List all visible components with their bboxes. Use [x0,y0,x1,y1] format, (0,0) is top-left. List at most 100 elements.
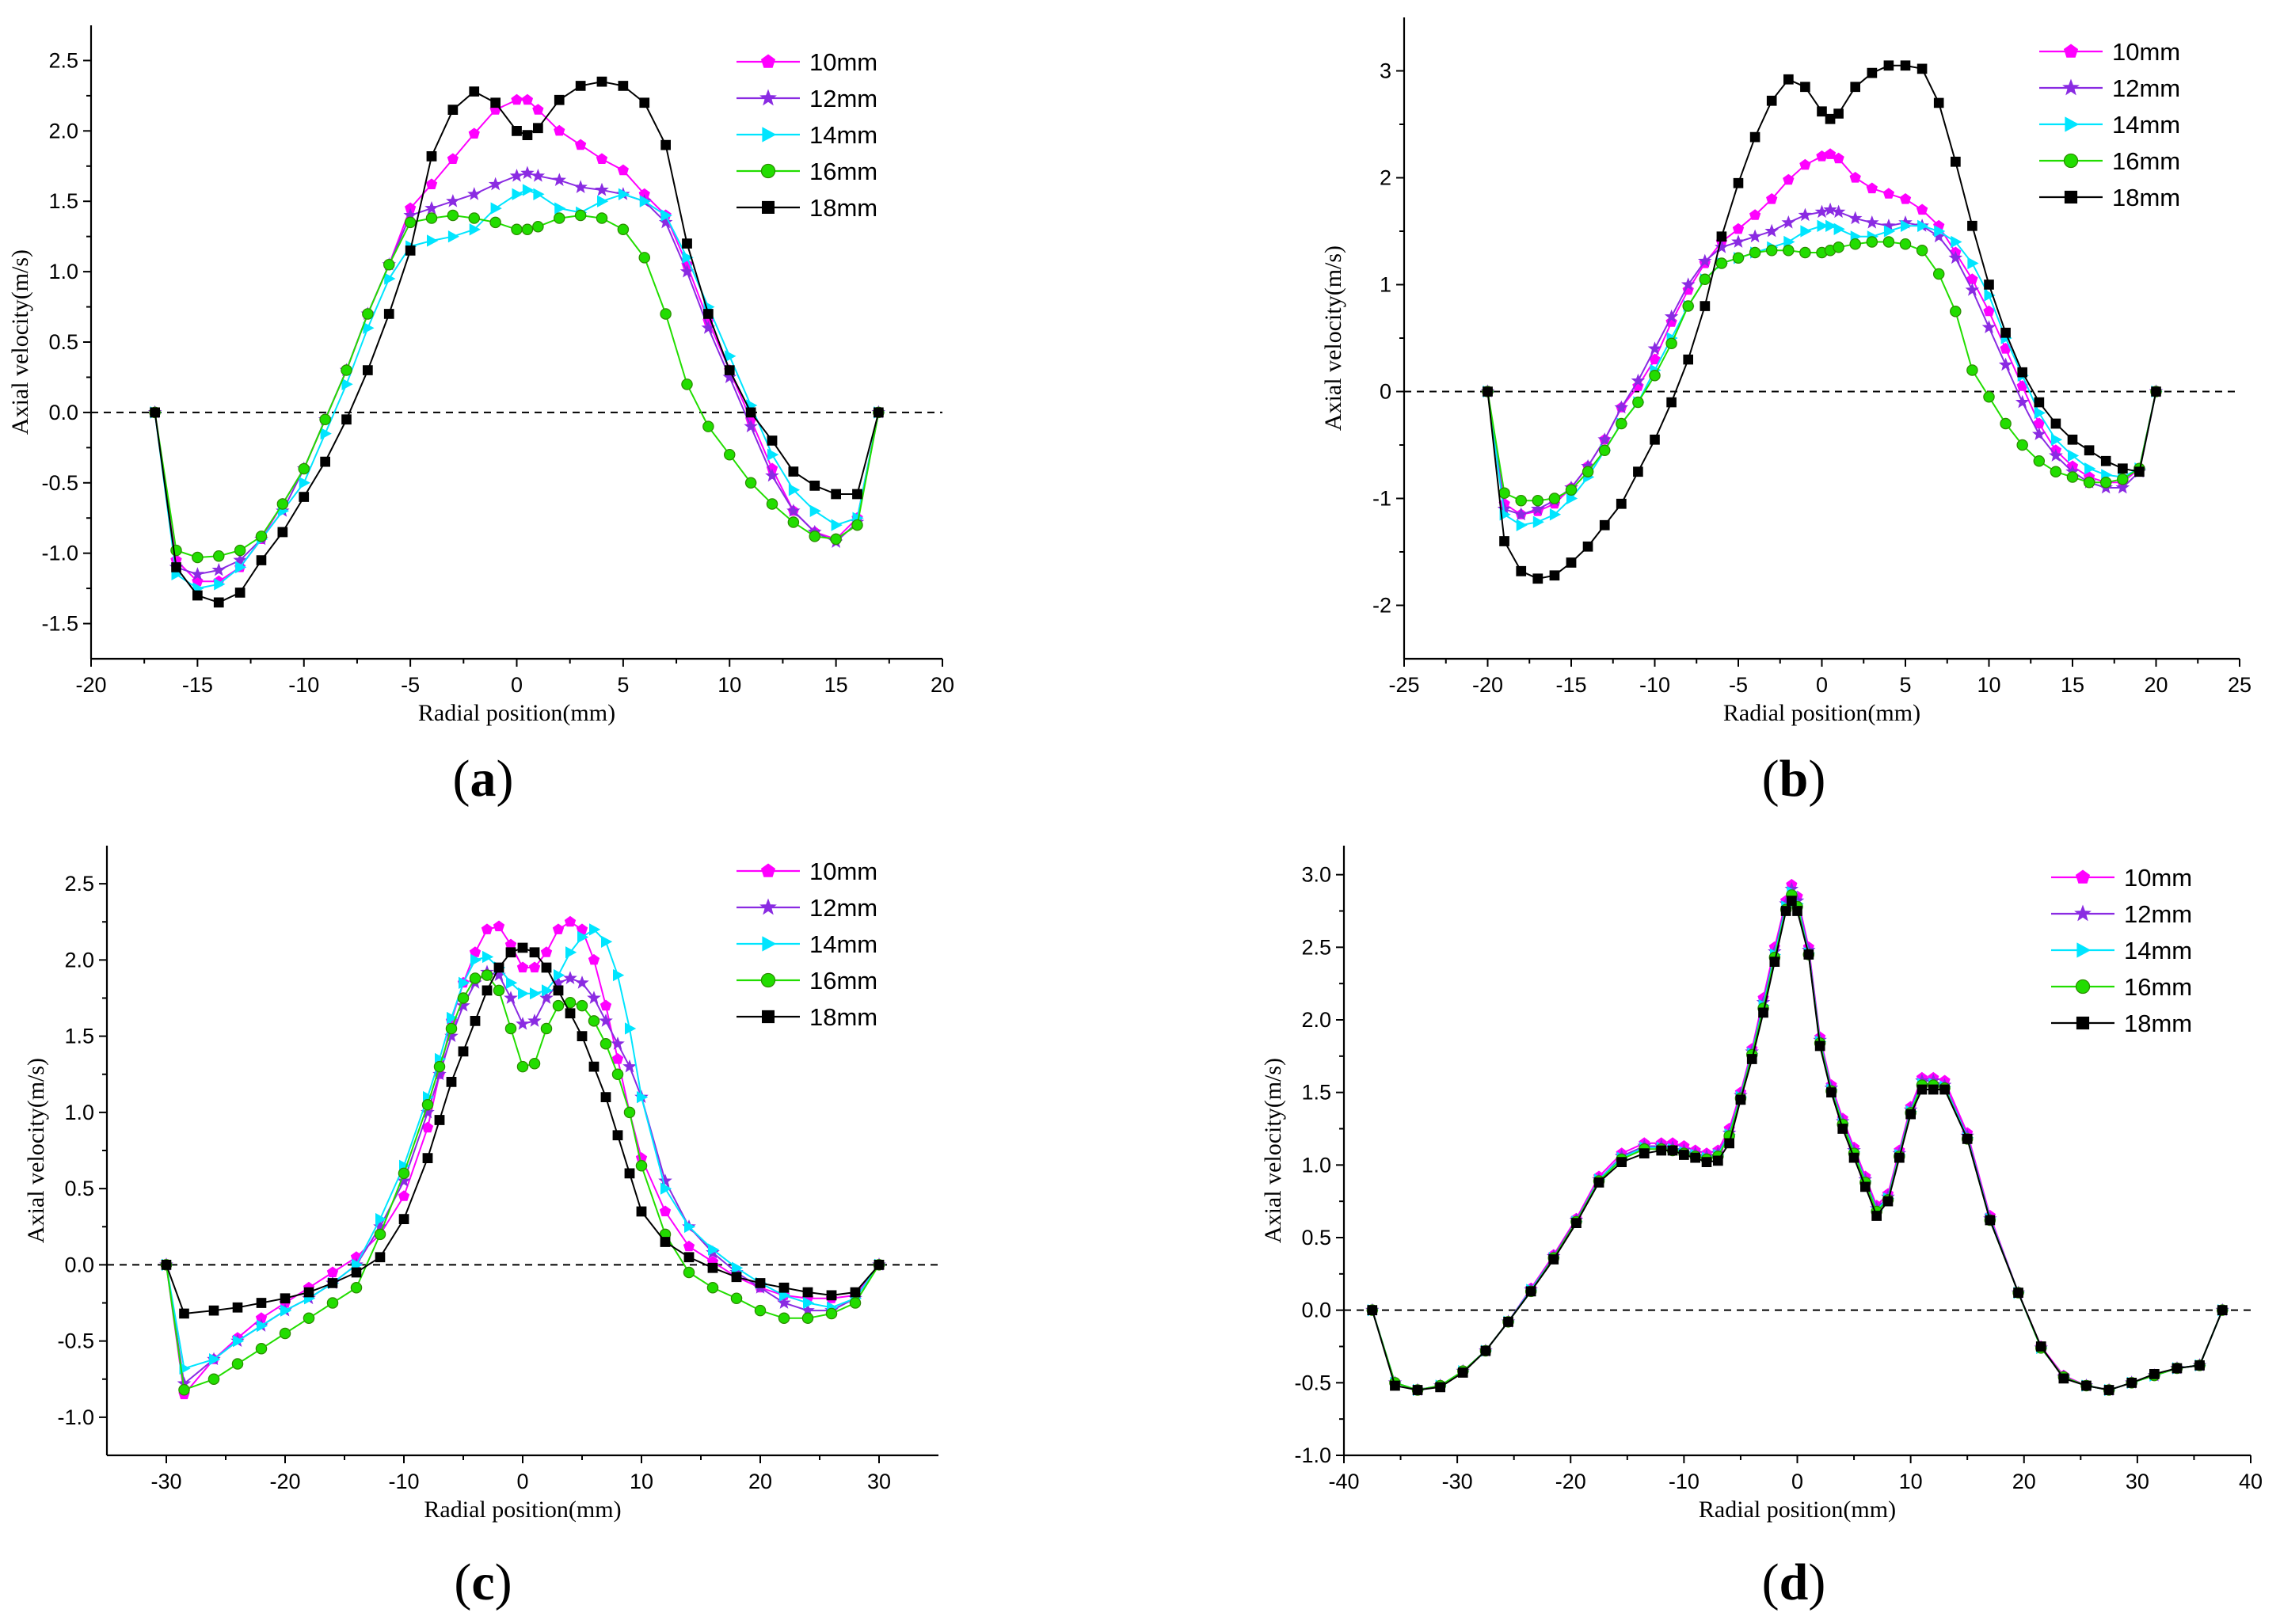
data-point [554,94,565,105]
data-point [516,1017,530,1030]
data-point [1833,222,1845,235]
data-point [1866,182,1878,194]
x-tick-label: 15 [2061,673,2084,697]
y-tick-label: 0.5 [64,1177,94,1200]
data-point [1916,203,1928,215]
data-point [1616,498,1627,509]
y-tick-label: -0.5 [41,471,78,495]
data-point [1549,570,1560,581]
data-point [1732,252,1745,264]
y-tick-label: 0.0 [64,1253,94,1276]
data-point [405,245,416,256]
data-point [179,1308,189,1319]
data-point [505,947,516,958]
data-point [589,923,601,936]
data-point [489,216,501,229]
data-point [552,999,565,1012]
data-point [506,976,518,989]
data-point [214,578,226,591]
series-16mm [1482,236,2162,507]
data-point [447,1011,459,1025]
data-point [542,984,554,997]
data-point [1513,507,1528,521]
data-point [1916,1084,1928,1095]
data-point [468,212,480,224]
data-point [683,1252,695,1263]
y-tick-label: -1 [1372,487,1391,511]
data-point [493,920,505,932]
y-tick-label: 3.0 [1301,863,1331,887]
y-tick-label: 1.0 [48,260,78,283]
data-point [469,972,482,984]
data-point [398,1167,410,1180]
data-point [1871,1211,1882,1221]
data-point [298,462,310,475]
panel-letter: a [470,750,497,808]
data-point [255,1342,268,1355]
data-point [2084,462,2096,475]
data-point [383,309,394,319]
data-point [2050,466,2062,477]
panel-label-close: ) [1808,1554,1825,1611]
data-point [639,97,650,108]
data-point [532,220,544,233]
y-axis-title: Axial velocity(m/s) [1260,1058,1286,1243]
data-point [469,86,480,97]
data-point [1934,225,1946,238]
data-point [1649,370,1661,382]
data-point [618,81,629,91]
series-18mm [161,942,885,1319]
y-tick-label: 0.5 [48,330,78,354]
data-point [1701,1157,1712,1167]
data-point [341,414,352,425]
data-point [178,1383,190,1396]
data-point [1549,508,1562,521]
data-point [725,350,737,363]
data-point [1849,172,1861,183]
data-point [208,1305,219,1316]
data-point [723,448,736,461]
legend-marker [2075,869,2091,884]
legend-marker [2076,1016,2090,1030]
data-point [2050,433,2063,446]
data-point [1530,501,1545,515]
data-point [1548,493,1561,504]
data-point [1848,211,1863,225]
series-line [166,974,880,1391]
legend-marker [2063,153,2079,169]
data-point [1679,1150,1689,1160]
data-point [658,1173,672,1187]
legend-marker [2065,116,2080,132]
data-point [1499,536,1509,546]
data-point [1894,1152,1905,1163]
data-point [257,1319,268,1333]
data-point [424,200,439,215]
data-point [1700,301,1711,311]
x-tick-label: -20 [269,1470,300,1493]
panel-label: (c) [454,1554,512,1611]
data-point [363,321,375,334]
data-point [2068,449,2080,462]
legend-marker [760,972,776,988]
y-tick-label: 0.0 [48,401,78,424]
data-point [1764,223,1779,238]
data-point [744,419,758,433]
data-point [1766,95,1777,106]
data-point [327,1278,338,1288]
x-tick-label: 10 [630,1470,653,1493]
data-point [1823,202,1837,216]
legend-marker [2063,44,2079,58]
data-point [1833,152,1844,164]
data-point [849,1297,862,1309]
data-point [1732,222,1745,234]
x-tick-label: 0 [511,673,523,697]
series-16mm [149,209,885,564]
data-point [1966,364,1978,376]
data-point [660,308,672,320]
data-point [1715,240,1729,253]
data-point [2099,476,2112,489]
legend-marker [760,863,776,877]
data-point [234,544,246,557]
panel-label: (b) [1762,750,1826,808]
data-point [554,202,566,215]
